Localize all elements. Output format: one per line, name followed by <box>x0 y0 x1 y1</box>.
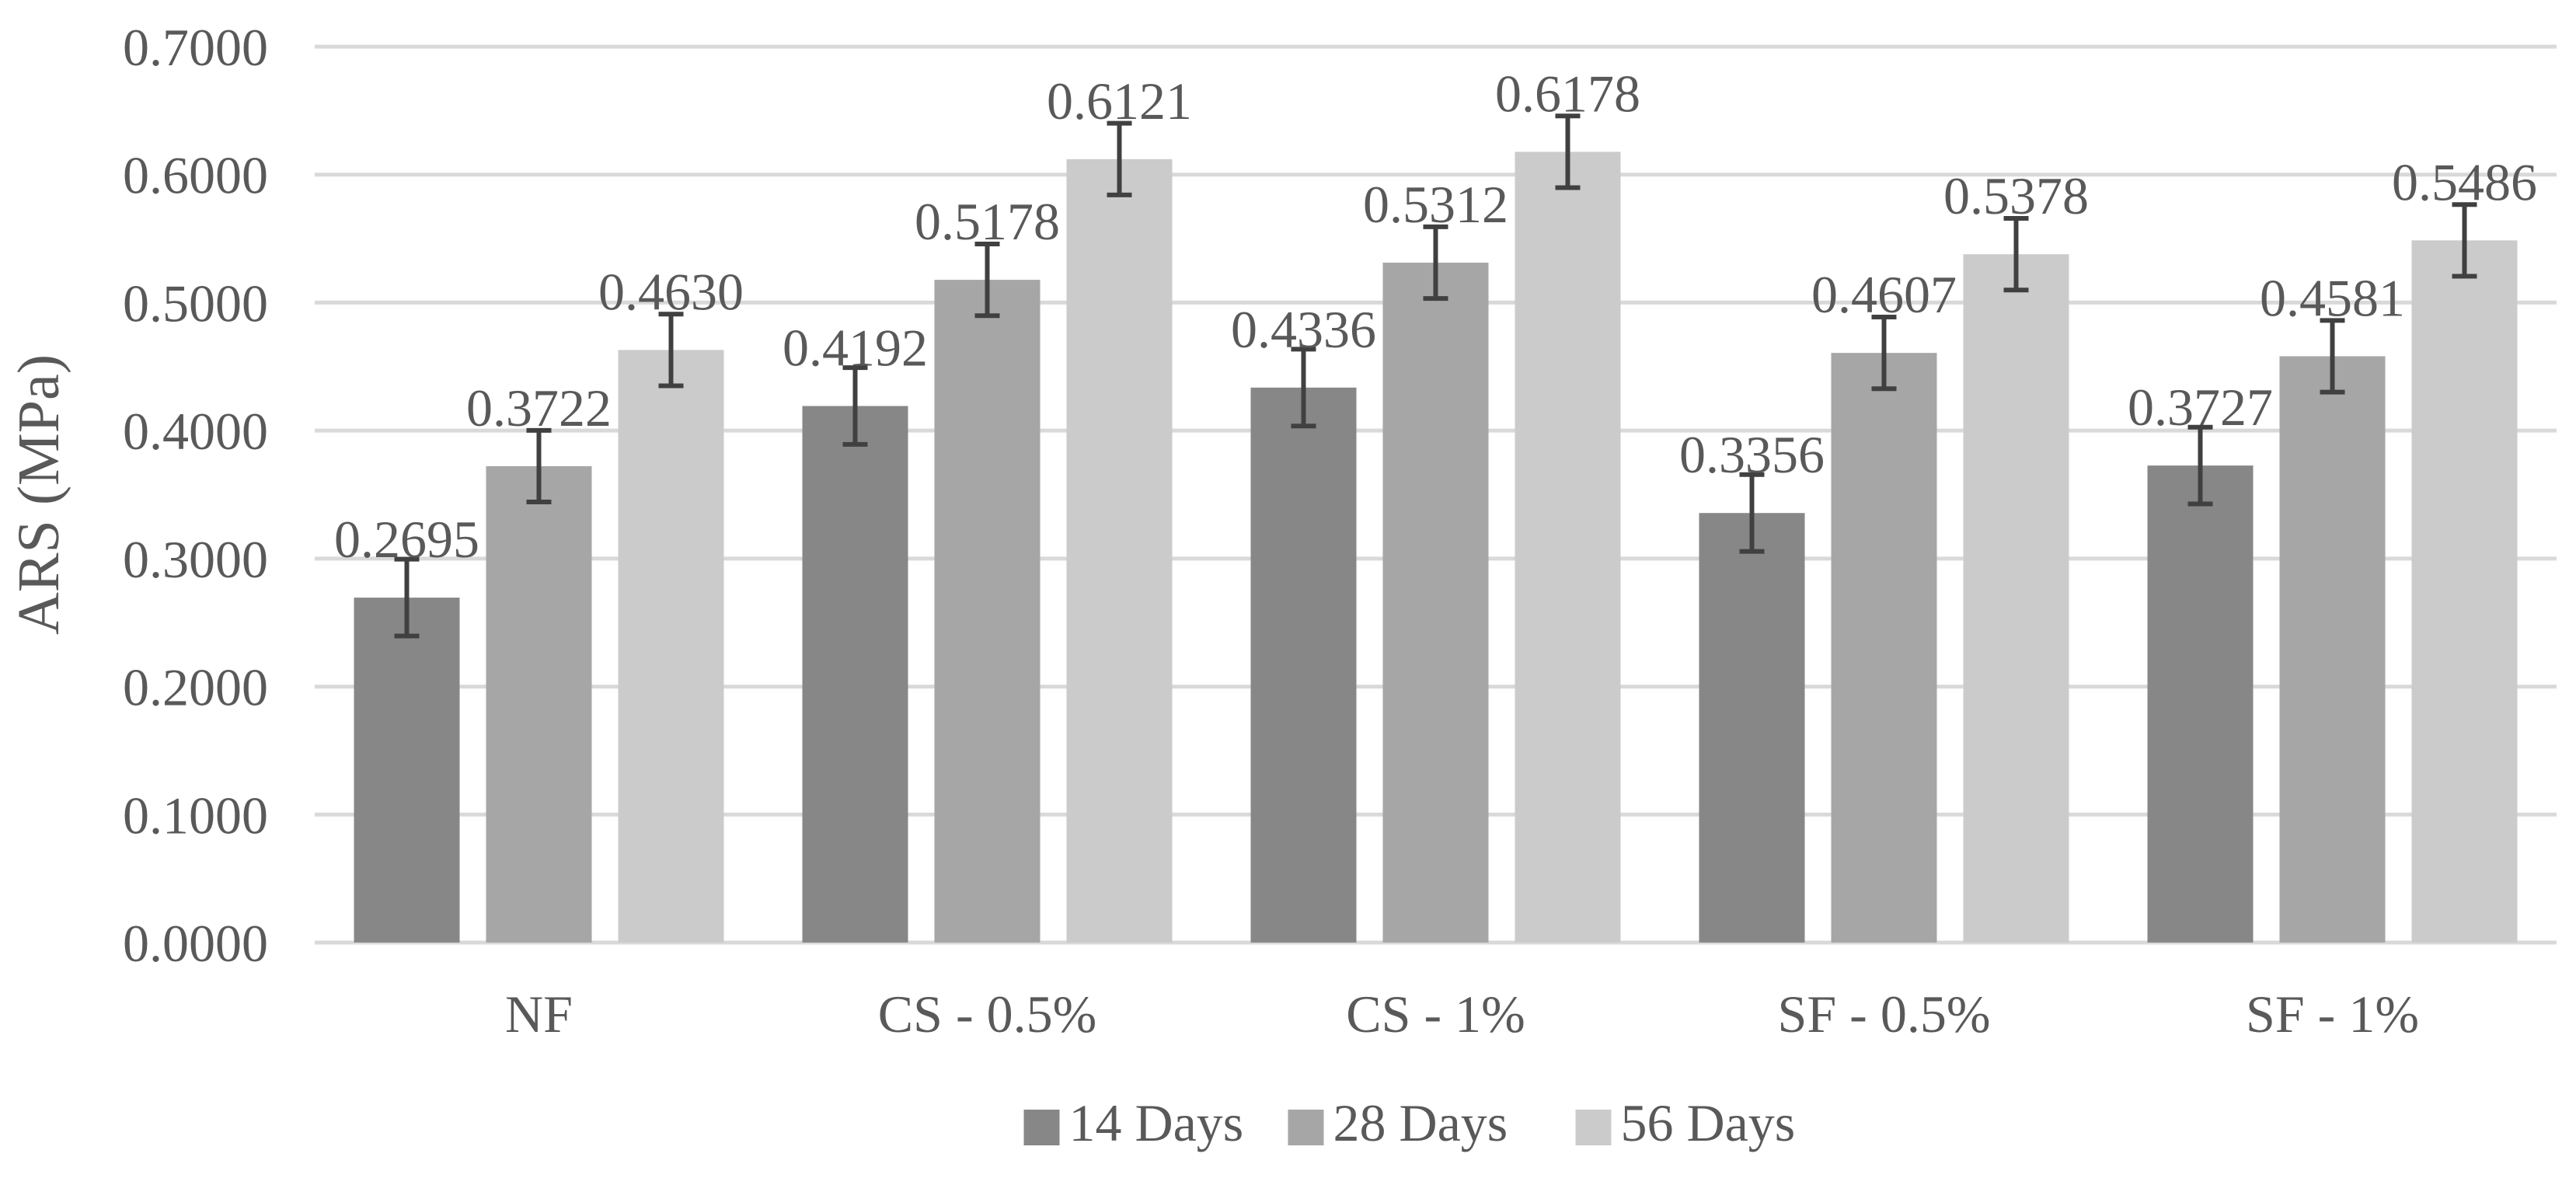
error-bar <box>658 312 684 389</box>
y-tick-label: 0.1000 <box>123 786 268 845</box>
data-label: 0.4581 <box>2260 268 2405 327</box>
legend-label: 56 Days <box>1621 1093 1796 1152</box>
error-bar <box>1555 113 1581 190</box>
legend-swatch <box>1575 1110 1612 1145</box>
legend-label: 28 Days <box>1333 1093 1508 1152</box>
legend-swatch <box>1288 1110 1324 1145</box>
bar <box>1963 254 2069 943</box>
bar <box>1250 387 1357 943</box>
data-labels: 0.2695 0.3722 0.4630 0.4192 0.5178 0.6121 0.43… <box>334 64 2537 569</box>
y-tick-label: 0.3000 <box>123 530 268 589</box>
bar <box>1382 263 1489 943</box>
bar <box>2279 356 2386 943</box>
legend-item: 14 Days <box>1023 1093 1244 1152</box>
y-tick-label: 0.6000 <box>123 146 268 205</box>
error-bar <box>1739 472 1765 554</box>
data-label: 0.4607 <box>1811 265 1957 324</box>
y-tick-label: 0.5000 <box>123 274 268 333</box>
legend-item: 56 Days <box>1575 1093 1796 1152</box>
bars <box>354 152 2518 943</box>
data-label: 0.3722 <box>466 378 612 437</box>
error-bar <box>842 365 868 447</box>
error-bar <box>1291 347 1316 429</box>
data-label: 0.3727 <box>2128 378 2273 437</box>
legend-label: 14 Days <box>1069 1093 1244 1152</box>
bar <box>802 406 908 943</box>
data-label: 0.4630 <box>598 262 744 321</box>
data-label: 0.6121 <box>1047 71 1192 131</box>
legend-swatch <box>1023 1110 1060 1145</box>
category-label: SF - 1% <box>2246 985 2419 1044</box>
data-label: 0.3356 <box>1679 425 1825 484</box>
error-bar <box>2187 424 2213 507</box>
error-bar <box>1871 315 1897 392</box>
bar <box>934 280 1041 943</box>
y-axis-tick-labels: 0.0000 0.1000 0.2000 0.3000 0.4000 0.5000 0.60… <box>123 18 268 973</box>
bar <box>2147 465 2254 943</box>
legend-item: 28 Days <box>1288 1093 1508 1152</box>
data-label: 0.5378 <box>1943 166 2089 225</box>
error-bar <box>2320 318 2345 395</box>
legend: 14 Days 28 Days 56 Days <box>1023 1093 1796 1152</box>
data-label: 0.5312 <box>1363 175 1508 234</box>
bar <box>1066 159 1173 943</box>
data-label: 0.4336 <box>1231 300 1376 359</box>
y-axis-title: ARS (MPa) <box>6 354 71 635</box>
data-label: 0.5178 <box>915 192 1060 251</box>
bar <box>618 350 724 943</box>
category-label: CS - 1% <box>1346 985 1525 1044</box>
data-label: 0.4192 <box>783 319 928 378</box>
y-tick-label: 0.4000 <box>123 402 268 461</box>
category-label: SF - 0.5% <box>1778 985 1991 1044</box>
error-bars <box>394 113 2477 639</box>
category-label: NF <box>505 985 573 1044</box>
bar <box>1699 513 1805 943</box>
bar <box>1831 353 1937 943</box>
error-bar <box>1423 224 1448 301</box>
error-bar <box>2003 216 2029 293</box>
bar <box>1515 152 1621 943</box>
y-tick-label: 0.7000 <box>123 18 268 77</box>
error-bar <box>526 427 552 505</box>
data-label: 0.6178 <box>1495 64 1640 123</box>
data-label: 0.2695 <box>334 510 479 569</box>
y-tick-label: 0.2000 <box>123 658 268 717</box>
category-label: CS - 0.5% <box>878 985 1096 1044</box>
error-bar <box>394 556 420 639</box>
category-labels: NF CS - 0.5% CS - 1% SF - 0.5% SF - 1% <box>505 985 2419 1044</box>
error-bar <box>974 241 1000 319</box>
error-bar <box>2452 202 2477 279</box>
bar <box>354 598 460 943</box>
bar <box>2411 240 2518 943</box>
error-bar <box>1107 120 1132 197</box>
bar <box>486 465 592 943</box>
y-tick-label: 0.0000 <box>123 914 268 973</box>
data-label: 0.5486 <box>2392 152 2537 211</box>
